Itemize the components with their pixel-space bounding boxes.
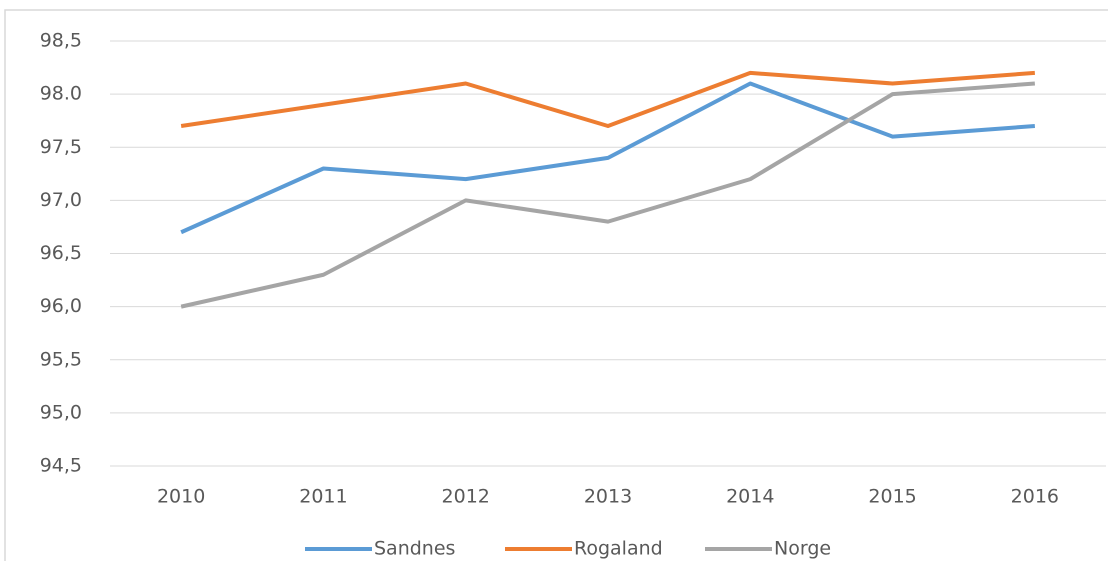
x-tick-label: 2013	[584, 486, 632, 508]
y-tick-label: 98,5	[40, 30, 82, 52]
x-tick-label: 2015	[868, 486, 916, 508]
y-tick-label: 96,0	[40, 295, 82, 317]
x-tick-label: 2014	[726, 486, 774, 508]
y-tick-label: 94,5	[40, 455, 82, 477]
series-line	[180, 81, 1036, 309]
series-line	[180, 81, 1036, 235]
x-tick-label: 2011	[299, 486, 347, 508]
x-tick-label: 2012	[442, 486, 490, 508]
x-tick-label: 2010	[157, 486, 205, 508]
x-tick-label: 2016	[1011, 486, 1059, 508]
y-tick-label: 95,5	[40, 348, 82, 370]
y-tick-label: 98.0	[40, 83, 82, 105]
chart-border	[4, 9, 1108, 565]
legend-label: Norge	[774, 538, 831, 560]
y-tick-label: 97,5	[40, 136, 82, 158]
y-tick-label: 95,0	[40, 401, 82, 423]
legend-label: Rogaland	[574, 538, 663, 560]
series-line	[180, 70, 1036, 128]
y-tick-label: 96,5	[40, 242, 82, 264]
legend-label: Sandnes	[374, 538, 455, 560]
y-tick-label: 97,0	[40, 189, 82, 211]
